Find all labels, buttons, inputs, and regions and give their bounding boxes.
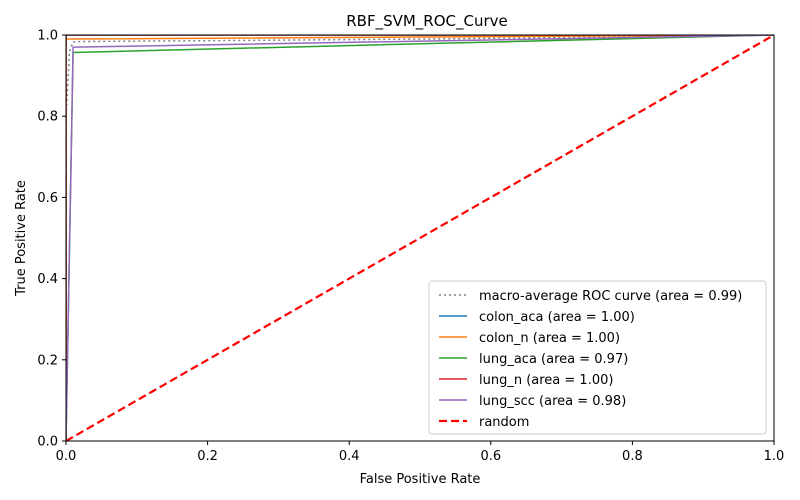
- legend-label-0: macro-average ROC curve (area = 0.99): [479, 289, 742, 304]
- axes: 0.0 0.2 0.4 0.6 0.8 1.0 0.0 0.2 0.4 0.6 0.8 1.0: [37, 29, 784, 465]
- legend-label-4: lung_n (area = 1.00): [479, 373, 613, 388]
- legend-box: [428, 280, 767, 435]
- series-line-5: [66, 35, 774, 441]
- y-tick-label: 1.0: [37, 29, 58, 44]
- y-tick-label: 0.8: [37, 110, 58, 125]
- plot-area: [66, 35, 774, 441]
- x-tick-label: 0.0: [56, 449, 77, 464]
- legend-label-2: colon_n (area = 1.00): [479, 331, 620, 346]
- y-tick-label: 0.6: [37, 191, 58, 206]
- x-tick-label: 0.6: [480, 449, 501, 464]
- x-tick-label: 0.4: [339, 449, 360, 464]
- x-tick-label: 1.0: [764, 449, 785, 464]
- legend-label-5: lung_scc (area = 0.98): [479, 394, 626, 409]
- y-tick-label: 0.0: [37, 435, 58, 450]
- plot-frame: [65, 34, 775, 442]
- x-tick-label: 0.2: [197, 449, 218, 464]
- series-line-2: [66, 35, 774, 441]
- y-tick-label: 0.4: [37, 272, 58, 287]
- legend: macro-average ROC curve (area = 0.99) col…: [428, 280, 767, 435]
- legend-label-6: random: [479, 415, 529, 430]
- x-tick-label: 0.8: [622, 449, 643, 464]
- chart-title: RBF_SVM_ROC_Curve: [346, 12, 508, 31]
- series-line-6: [66, 35, 774, 441]
- x-axis-label: False Positive Rate: [360, 472, 481, 487]
- y-tick-label: 0.2: [37, 353, 58, 368]
- legend-label-3: lung_aca (area = 0.97): [479, 352, 628, 367]
- legend-label-1: colon_aca (area = 1.00): [479, 310, 635, 325]
- y-axis-label: True Positive Rate: [14, 180, 29, 297]
